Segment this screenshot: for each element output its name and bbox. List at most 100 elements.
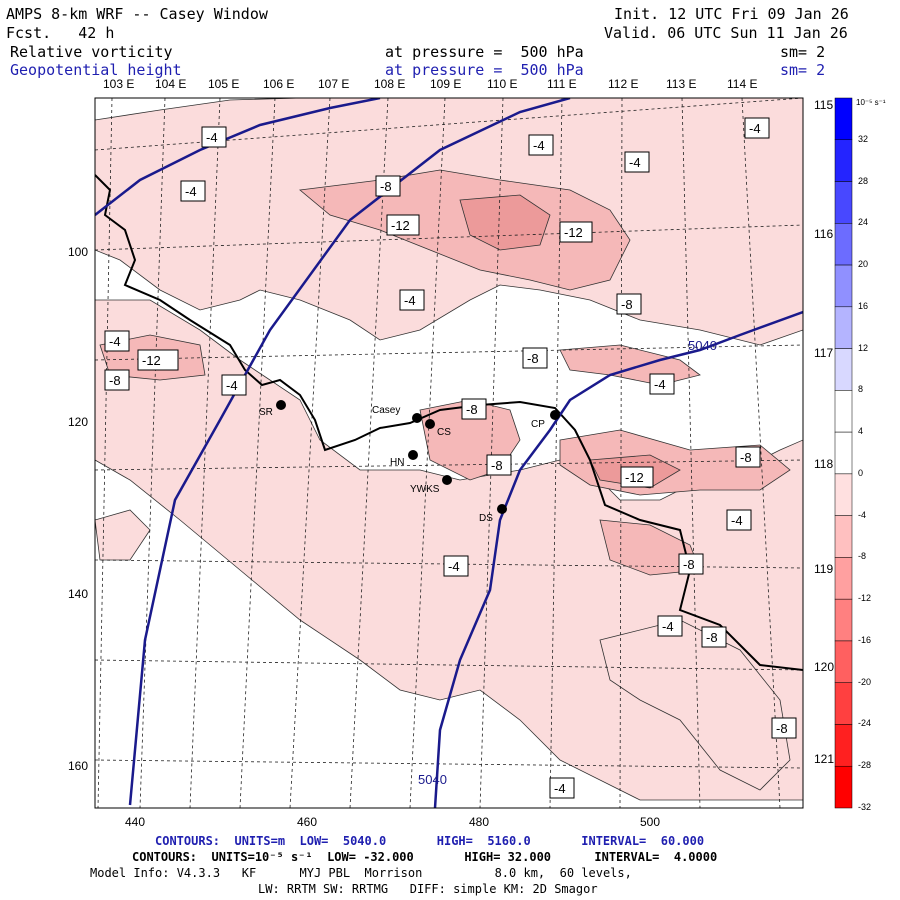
vort-label: -4 xyxy=(629,155,641,170)
vort-label: -4 xyxy=(206,130,218,145)
colorbar-swatch xyxy=(834,264,853,308)
chart-title: AMPS 8-km WRF -- Casey Window xyxy=(6,5,268,23)
y-tick-label: 160 xyxy=(67,759,88,773)
colorbar-tick-label: -8 xyxy=(858,551,867,562)
init-time: Init. 12 UTC Fri 09 Jan 26 xyxy=(614,5,849,23)
lon-label: 104 E xyxy=(155,77,187,91)
colorbar-swatch xyxy=(834,640,853,683)
vort-label: -4 xyxy=(109,334,121,349)
vort-label: -4 xyxy=(185,184,197,199)
colorbar-tick-label: 16 xyxy=(858,300,869,311)
valid-time: Valid. 06 UTC Sun 11 Jan 26 xyxy=(604,24,848,42)
station-label: DS xyxy=(479,513,493,524)
height-label: 5040 xyxy=(418,772,447,787)
colorbar-swatch xyxy=(834,473,853,516)
x-tick-label: 460 xyxy=(297,815,318,829)
x-tick-label: 480 xyxy=(469,815,490,829)
lon-label: 103 E xyxy=(103,77,135,91)
lon-label: 108 E xyxy=(374,77,406,91)
colorbar-swatch xyxy=(834,431,853,475)
colorbar-unit: 10⁻⁵ s⁻¹ xyxy=(856,98,886,107)
field2-name: Geopotential height xyxy=(10,61,182,79)
station-label: YWKS xyxy=(410,484,440,495)
station-marker[interactable] xyxy=(276,400,286,410)
lon-label: 113 E xyxy=(666,77,697,91)
colorbar-swatch xyxy=(834,682,853,725)
station-marker[interactable] xyxy=(408,450,418,460)
y-tick-label: 100 xyxy=(67,245,88,259)
station-label: CS xyxy=(437,427,451,438)
field1-level: at pressure = 500 hPa xyxy=(385,43,584,61)
vort-label: -8 xyxy=(491,458,503,473)
station-marker[interactable] xyxy=(442,475,452,485)
lon-label: 107 E xyxy=(318,77,350,91)
vort-label: -12 xyxy=(142,353,161,368)
vort-label: -8 xyxy=(706,630,718,645)
colorbar-tick-label: 4 xyxy=(858,426,864,437)
field1-smooth: sm= 2 xyxy=(780,43,826,61)
station-label: HN xyxy=(390,457,404,468)
vort-label: -4 xyxy=(226,378,238,393)
height-label: 5040 xyxy=(688,338,717,353)
lon-label: 109 E xyxy=(430,77,462,91)
colorbar-tick-label: -16 xyxy=(858,634,872,645)
vort-label: -8 xyxy=(776,721,788,736)
lon-label: 105 E xyxy=(208,77,240,91)
forecast-hour: Fcst. 42 h xyxy=(6,24,115,42)
colorbar-tick-label: 0 xyxy=(858,467,864,478)
vort-label: -4 xyxy=(731,513,743,528)
x-tick-label: 440 xyxy=(125,815,146,829)
station-label: CP xyxy=(531,419,545,430)
vorticity-labels: -4 -4 -4 -4 -4 -8 -12 -12 -4 -8 -12 -4 -… xyxy=(104,117,797,799)
vort-label: -4 xyxy=(404,293,416,308)
vort-label: -8 xyxy=(109,373,121,388)
colorbar-swatch xyxy=(834,348,853,391)
colorbar-swatch xyxy=(834,139,853,182)
footer-vort-contours: CONTOURS: UNITS=10⁻⁵ s⁻¹ LOW= -32.000 HI… xyxy=(132,850,718,864)
height-contour xyxy=(95,98,381,216)
colorbar-swatch xyxy=(834,97,853,141)
station-marker[interactable] xyxy=(550,410,560,420)
vort-label: -8 xyxy=(740,450,752,465)
vort-label: -4 xyxy=(662,619,674,634)
colorbar-swatch xyxy=(834,390,853,433)
colorbar-tick-label: -24 xyxy=(858,718,872,729)
vort-label: -4 xyxy=(554,781,566,796)
colorbar-tick-label: 20 xyxy=(858,259,869,270)
vort-label: -8 xyxy=(380,179,392,194)
colorbar-tick-label: -12 xyxy=(858,593,872,604)
colorbar-tick-label: -20 xyxy=(858,676,872,687)
vort-label: -12 xyxy=(391,218,410,233)
field2-smooth: sm= 2 xyxy=(780,61,826,79)
station-marker[interactable] xyxy=(412,413,422,423)
lon-label: 110 E xyxy=(487,77,518,91)
lon-label: 111 E xyxy=(547,77,577,91)
vort-label: -8 xyxy=(621,297,633,312)
y-tick-label: 120 xyxy=(67,415,88,429)
lon-label: 114 E xyxy=(727,77,758,91)
colorbar-tick-label: 28 xyxy=(858,175,869,186)
colorbar-tick-label: -4 xyxy=(858,509,867,520)
colorbar-swatch xyxy=(834,223,853,266)
station-marker[interactable] xyxy=(497,504,507,514)
colorbar-tick-label: 8 xyxy=(858,384,864,395)
colorbar-swatch xyxy=(834,557,853,600)
footer-model-info: Model Info: V4.3.3 KF MYJ PBL Morrison 8… xyxy=(90,866,632,880)
colorbar-tick-label: 32 xyxy=(858,133,869,144)
colorbar xyxy=(834,97,853,809)
vort-label: -12 xyxy=(625,470,644,485)
footer-physics-info: LW: RRTM SW: RRTMG DIFF: simple KM: 2D S… xyxy=(258,882,598,896)
stations: SR Casey CS HN YWKS DS CP xyxy=(259,400,560,524)
colorbar-swatch xyxy=(834,765,853,809)
vort-label: -4 xyxy=(749,121,761,136)
vort-label: -12 xyxy=(564,225,583,240)
field1-name: Relative vorticity xyxy=(10,43,173,61)
colorbar-tick-label: -28 xyxy=(858,760,872,771)
station-label: Casey xyxy=(372,405,400,416)
height-contour xyxy=(433,310,803,808)
footer-height-contours: CONTOURS: UNITS=m LOW= 5040.0 HIGH= 5160… xyxy=(155,834,705,848)
station-marker[interactable] xyxy=(425,419,435,429)
vort-label: -8 xyxy=(527,351,539,366)
x-tick-label: 500 xyxy=(640,815,661,829)
